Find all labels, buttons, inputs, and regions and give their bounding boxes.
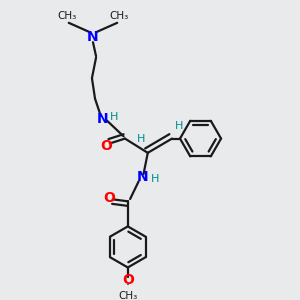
Text: CH₃: CH₃	[109, 11, 128, 21]
Text: O: O	[103, 191, 115, 206]
Text: H: H	[110, 112, 118, 122]
Text: O: O	[122, 273, 134, 287]
Text: N: N	[87, 30, 99, 44]
Text: H: H	[151, 174, 159, 184]
Text: CH₃: CH₃	[58, 11, 77, 21]
Text: CH₃: CH₃	[118, 291, 137, 300]
Text: N: N	[136, 170, 148, 184]
Text: H: H	[175, 122, 183, 131]
Text: O: O	[100, 139, 112, 153]
Text: N: N	[96, 112, 108, 126]
Text: H: H	[136, 134, 145, 144]
